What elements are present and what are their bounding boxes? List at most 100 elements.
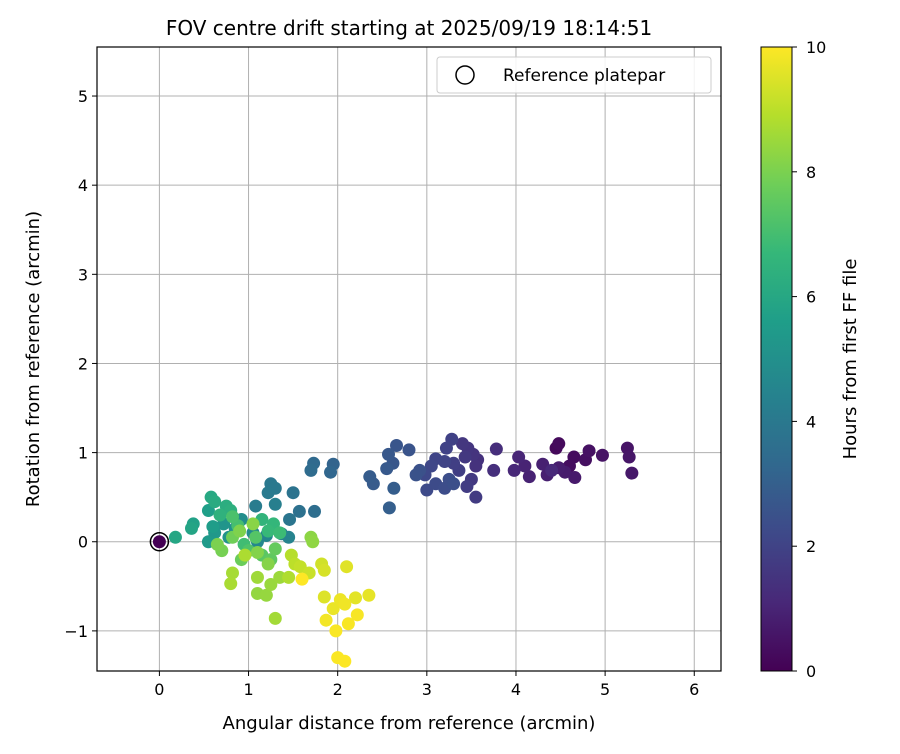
data-point (381, 447, 395, 461)
x-axis-label: Angular distance from reference (arcmin) (223, 713, 596, 734)
data-point (545, 463, 559, 477)
legend-reference-marker (455, 65, 475, 85)
grid-lines (97, 47, 721, 671)
reference-marker-layer (149, 531, 170, 552)
x-tick-label: 2 (333, 680, 343, 699)
colorbar-ticks: 0 2 4 6 8 10 (792, 38, 826, 681)
reference-platepar-marker (149, 531, 170, 552)
data-point (264, 578, 278, 592)
data-point (250, 570, 264, 584)
data-point (304, 463, 318, 477)
data-point (390, 438, 404, 452)
data-point (402, 443, 416, 457)
data-point (582, 444, 596, 458)
data-point (152, 535, 166, 549)
chart-title: FOV centre drift starting at 2025/09/19 … (166, 16, 652, 40)
data-point (273, 570, 287, 584)
x-tick-label: 5 (600, 680, 610, 699)
data-point (340, 560, 354, 574)
data-point (268, 542, 282, 556)
data-point (282, 570, 296, 584)
data-point (447, 477, 461, 491)
data-point (595, 448, 609, 462)
data-point (552, 437, 566, 451)
data-point (210, 537, 224, 551)
data-point (319, 613, 333, 627)
data-point (324, 465, 338, 479)
legend-label: Reference platepar (503, 66, 665, 86)
data-point (261, 524, 275, 538)
data-point (292, 504, 306, 518)
data-point (341, 617, 355, 631)
data-point (338, 654, 352, 668)
data-point (208, 495, 222, 509)
data-point (184, 521, 198, 535)
data-points (152, 432, 639, 668)
data-point (512, 450, 526, 464)
data-point (283, 512, 297, 526)
data-point (455, 437, 469, 451)
y-tick-label: 3 (78, 265, 88, 284)
data-point (469, 490, 483, 504)
data-point (225, 566, 239, 580)
data-point (522, 470, 536, 484)
data-point (308, 504, 322, 518)
data-point (273, 526, 287, 540)
x-axis-ticks: 0 1 2 3 4 5 6 (154, 671, 699, 699)
data-point (387, 481, 401, 495)
data-point (261, 486, 275, 500)
y-tick-label: 5 (78, 87, 88, 106)
colorbar: 0 2 4 6 8 10 Hours from first FF file (760, 38, 861, 681)
data-point (326, 602, 340, 616)
plot-frame (96, 46, 722, 672)
data-point (233, 524, 247, 538)
data-point (306, 535, 320, 549)
data-point (363, 470, 377, 484)
data-point (489, 442, 503, 456)
data-point (329, 624, 343, 638)
data-point (259, 588, 273, 602)
legend-box (436, 56, 712, 94)
data-point (625, 466, 639, 480)
data-point (487, 463, 501, 477)
data-point (238, 548, 252, 562)
data-point (469, 459, 483, 473)
colorbar-tick-label: 4 (806, 412, 816, 431)
data-point (213, 508, 227, 522)
colorbar-tick-label: 6 (806, 288, 816, 307)
data-point (382, 501, 396, 515)
y-tick-label: 4 (78, 176, 88, 195)
data-point (249, 530, 263, 544)
colorbar-tick-label: 0 (806, 662, 816, 681)
data-point (362, 588, 376, 602)
y-axis-label: Rotation from reference (arcmin) (23, 211, 44, 507)
data-point (317, 590, 331, 604)
colorbar-label: Hours from first FF file (840, 259, 861, 460)
colorbar-tick-label: 10 (806, 38, 826, 57)
data-point (317, 563, 331, 577)
data-point (206, 520, 220, 534)
x-tick-label: 0 (154, 680, 164, 699)
data-point (286, 486, 300, 500)
data-point (458, 450, 472, 464)
y-tick-label: 0 (78, 533, 88, 552)
x-tick-label: 4 (511, 680, 521, 699)
data-point (168, 530, 182, 544)
y-tick-label: 1 (78, 444, 88, 463)
data-point (249, 499, 263, 513)
data-point (268, 611, 282, 625)
data-point (460, 479, 474, 493)
data-point (439, 441, 453, 455)
x-tick-label: 3 (422, 680, 432, 699)
data-point (350, 608, 364, 622)
data-point (338, 597, 352, 611)
data-point (622, 450, 636, 464)
colorbar-tick-label: 8 (806, 163, 816, 182)
data-point (568, 471, 582, 485)
data-point (349, 591, 363, 605)
legend: Reference platepar (436, 56, 712, 94)
data-point (250, 545, 264, 559)
x-tick-label: 6 (689, 680, 699, 699)
data-point (261, 557, 275, 571)
y-tick-label: 2 (78, 354, 88, 373)
